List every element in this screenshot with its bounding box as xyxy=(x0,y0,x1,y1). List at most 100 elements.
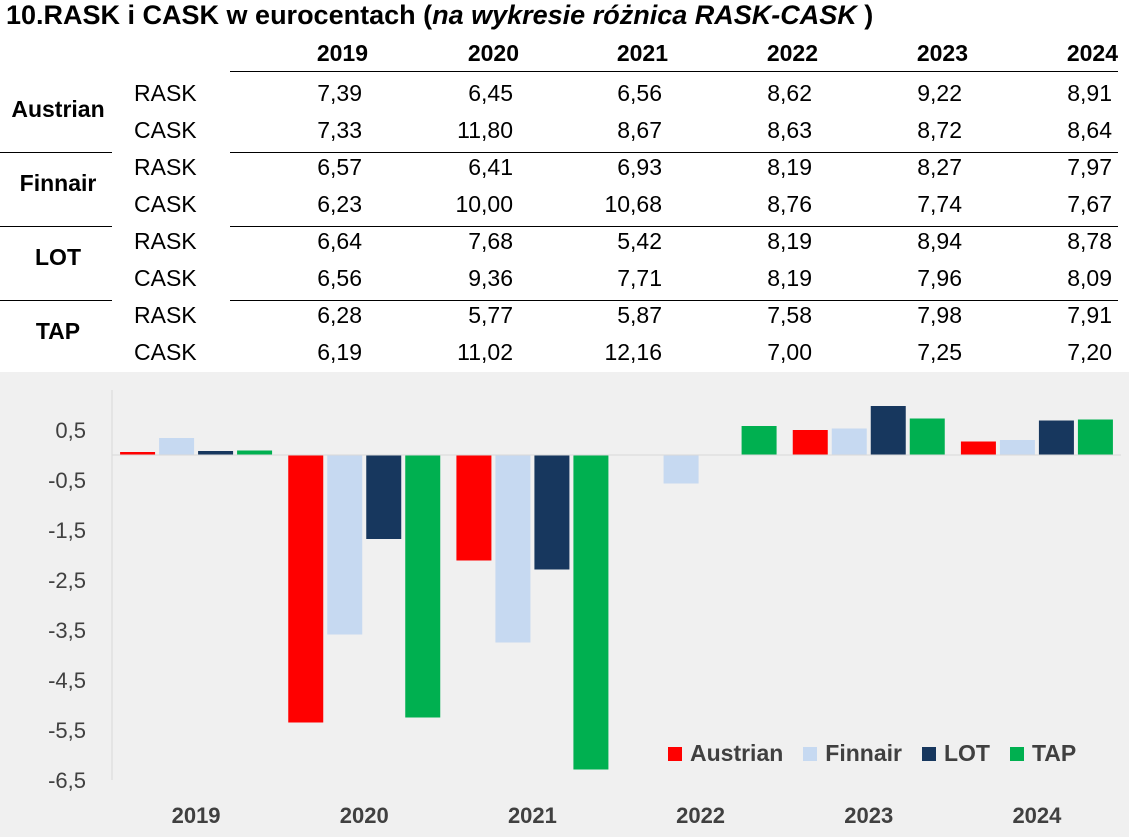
table-cell-rask: 5,87 xyxy=(617,302,662,328)
metric-label-cask: CASK xyxy=(134,265,197,291)
airline-label-lot: LOT xyxy=(35,244,81,270)
group-divider-right xyxy=(230,300,1118,301)
table-cell-rask: 6,93 xyxy=(617,154,662,180)
group-divider-left xyxy=(0,300,112,301)
table-cell-rask: 6,41 xyxy=(468,154,513,180)
y-tick-label: -1,5 xyxy=(48,518,86,543)
y-tick-label: -5,5 xyxy=(48,718,86,743)
table-cell-rask: 8,27 xyxy=(917,154,962,180)
bar-finnair-2023 xyxy=(831,428,867,455)
year-header-2024: 2024 xyxy=(1066,40,1118,66)
legend-label: LOT xyxy=(943,740,990,766)
bar-austrian-2021 xyxy=(456,455,492,561)
table-cell-rask: 5,77 xyxy=(468,302,513,328)
table-cell-rask: 8,78 xyxy=(1067,228,1112,254)
bar-austrian-2024 xyxy=(960,441,996,455)
table-cell-cask: 11,80 xyxy=(457,117,513,143)
year-header-2021: 2021 xyxy=(616,40,668,66)
group-divider-left xyxy=(0,226,112,227)
table-cell-cask: 7,25 xyxy=(917,339,962,365)
year-header-2019: 2019 xyxy=(316,40,368,66)
legend-swatch xyxy=(1009,746,1024,761)
table-cell-rask: 7,58 xyxy=(767,302,812,328)
bar-lot-2021 xyxy=(534,455,570,570)
table-cell-rask: 8,94 xyxy=(917,228,962,254)
table-cell-rask: 6,56 xyxy=(617,80,662,106)
metric-label-rask: RASK xyxy=(134,80,197,106)
metric-label-cask: CASK xyxy=(134,117,197,143)
legend-label: Finnair xyxy=(825,740,902,766)
legend-item-austrian: Austrian xyxy=(668,740,783,767)
legend-label: Austrian xyxy=(690,740,784,766)
table-cell-cask: 7,71 xyxy=(617,265,662,291)
bar-austrian-2023 xyxy=(792,430,828,455)
table-cell-rask: 7,91 xyxy=(1067,302,1112,328)
table-cell-rask: 6,57 xyxy=(317,154,362,180)
table-cell-cask: 11,02 xyxy=(457,339,513,365)
table-cell-rask: 6,28 xyxy=(317,302,362,328)
table-cell-cask: 12,16 xyxy=(604,339,662,365)
table-cell-cask: 8,72 xyxy=(917,117,962,143)
year-header-2020: 2020 xyxy=(467,40,519,66)
bar-lot-2024 xyxy=(1038,420,1074,455)
title-main: 10.RASK i CASK w eurocentach ( xyxy=(6,0,433,30)
table-cell-cask: 8,67 xyxy=(617,117,662,143)
table-cell-cask: 6,56 xyxy=(317,265,362,291)
bar-tap-2021 xyxy=(573,455,609,770)
table-cell-rask: 8,19 xyxy=(767,154,812,180)
year-header-2023: 2023 xyxy=(916,40,968,66)
bar-tap-2023 xyxy=(909,418,945,455)
table-cell-rask: 8,91 xyxy=(1067,80,1112,106)
x-tick-label: 2019 xyxy=(172,803,221,828)
airline-label-finnair: Finnair xyxy=(19,170,97,196)
table-cell-rask: 9,22 xyxy=(917,80,962,106)
table-cell-cask: 6,23 xyxy=(317,191,362,217)
bar-austrian-2020 xyxy=(288,455,324,723)
y-tick-label: -2,5 xyxy=(48,568,86,593)
table-cell-rask: 7,68 xyxy=(468,228,513,254)
year-header-2022: 2022 xyxy=(766,40,818,66)
y-tick-label: -6,5 xyxy=(48,768,86,793)
metric-label-cask: CASK xyxy=(134,339,197,365)
table-cell-cask: 7,96 xyxy=(917,265,962,291)
title-tail: ) xyxy=(856,0,874,30)
airline-label-austrian: Austrian xyxy=(11,96,105,122)
table-cell-cask: 7,67 xyxy=(1067,191,1112,217)
bar-chart: 0,5 -0,5 -1,5 -2,5 -3,5 -4,5 -5,5 -6,5 2019 2020 2… xyxy=(48,390,1121,828)
legend-swatch xyxy=(668,746,682,761)
group-divider-right xyxy=(230,152,1118,153)
bar-finnair-2019 xyxy=(159,438,195,455)
bar-austrian-2019 xyxy=(120,452,156,455)
bar-finnair-2020 xyxy=(327,455,363,635)
table-cell-rask: 5,42 xyxy=(617,228,662,254)
x-tick-label: 2020 xyxy=(340,803,389,828)
bar-tap-2022 xyxy=(741,426,777,455)
table-cell-rask: 6,64 xyxy=(317,228,362,254)
legend-item-finnair: Finnair xyxy=(803,740,902,767)
table-cell-cask: 8,64 xyxy=(1067,117,1112,143)
legend-label: TAP xyxy=(1031,740,1077,766)
table-cell-rask: 7,97 xyxy=(1067,154,1112,180)
metric-label-rask: RASK xyxy=(134,154,197,180)
table-cell-rask: 6,45 xyxy=(468,80,513,106)
table-cell-cask: 7,74 xyxy=(917,191,962,217)
group-divider-left xyxy=(0,152,112,153)
chart-legend: Austrian Finnair LOT TAP xyxy=(668,740,1076,767)
table-cell-cask: 7,20 xyxy=(1067,339,1112,365)
table-cell-rask: 7,39 xyxy=(317,80,362,106)
table-cell-cask: 8,76 xyxy=(767,191,812,217)
bar-lot-2023 xyxy=(870,406,906,455)
table-cell-rask: 8,62 xyxy=(767,80,812,106)
bar-lot-2020 xyxy=(366,455,402,539)
table-cell-rask: 7,98 xyxy=(917,302,962,328)
table-cell-cask: 6,19 xyxy=(317,339,362,365)
bar-finnair-2021 xyxy=(495,455,531,643)
x-tick-label: 2021 xyxy=(508,803,557,828)
chart-title: 10.RASK i CASK w eurocentach (na wykresi… xyxy=(6,0,873,31)
table-cell-cask: 10,68 xyxy=(604,191,662,217)
table-cell-cask: 9,36 xyxy=(468,265,513,291)
metric-label-rask: RASK xyxy=(134,302,197,328)
legend-item-tap: TAP xyxy=(1009,740,1077,767)
bar-finnair-2024 xyxy=(999,440,1035,455)
y-tick-label: -3,5 xyxy=(48,618,86,643)
